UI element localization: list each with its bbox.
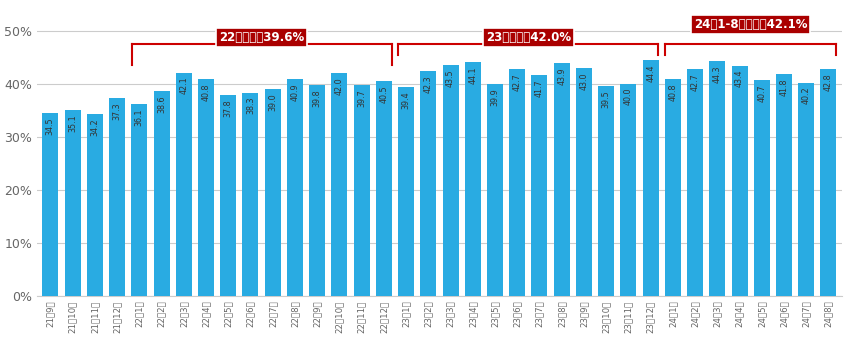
Text: 35.1: 35.1 — [68, 114, 77, 131]
Bar — [309, 85, 325, 296]
Text: 40.8: 40.8 — [668, 84, 678, 101]
Bar — [553, 63, 569, 296]
Bar — [799, 83, 814, 296]
Bar — [709, 61, 725, 296]
Bar — [131, 104, 147, 296]
Text: 37.3: 37.3 — [113, 102, 122, 120]
Bar — [198, 80, 214, 296]
Text: 43.0: 43.0 — [580, 72, 589, 90]
Bar — [487, 84, 503, 296]
Text: 40.7: 40.7 — [757, 84, 766, 102]
Text: 43.4: 43.4 — [735, 70, 744, 87]
Text: 38.3: 38.3 — [246, 97, 255, 115]
Text: 39.7: 39.7 — [357, 90, 366, 107]
Text: 42.1: 42.1 — [179, 77, 189, 94]
Text: 36.1: 36.1 — [135, 109, 144, 126]
Bar — [598, 86, 614, 296]
Bar — [376, 81, 392, 296]
Bar — [87, 115, 103, 296]
Text: 44.1: 44.1 — [469, 66, 477, 84]
Bar — [464, 62, 481, 296]
Bar — [64, 110, 80, 296]
Bar — [643, 60, 659, 296]
Bar — [354, 85, 370, 296]
Bar — [509, 69, 525, 296]
Bar — [243, 93, 259, 296]
Bar — [332, 73, 348, 296]
Bar — [754, 80, 770, 296]
Bar — [687, 69, 703, 296]
Bar — [287, 79, 303, 296]
Bar — [153, 91, 169, 296]
Text: 39.4: 39.4 — [402, 91, 410, 109]
Text: 44.3: 44.3 — [713, 65, 722, 83]
Text: 39.0: 39.0 — [268, 93, 277, 111]
Bar — [220, 95, 236, 296]
Text: 34.2: 34.2 — [91, 119, 99, 136]
Bar — [176, 72, 192, 296]
Bar — [665, 80, 681, 296]
Text: 43.5: 43.5 — [446, 69, 455, 87]
Text: 23年平均：42.0%: 23年平均：42.0% — [486, 31, 571, 44]
Text: 40.8: 40.8 — [201, 84, 211, 101]
Text: 40.0: 40.0 — [624, 88, 633, 105]
Text: 40.5: 40.5 — [379, 85, 388, 103]
Bar — [531, 75, 547, 296]
Text: 41.8: 41.8 — [779, 79, 788, 96]
Text: 37.8: 37.8 — [223, 100, 233, 117]
Bar — [821, 69, 837, 296]
Text: 42.3: 42.3 — [424, 76, 433, 93]
Text: 42.7: 42.7 — [513, 73, 522, 91]
Text: 38.6: 38.6 — [157, 95, 166, 113]
Bar — [398, 87, 414, 296]
Text: 39.8: 39.8 — [313, 89, 321, 106]
Bar — [42, 113, 58, 296]
Bar — [776, 74, 792, 296]
Text: 24年1-8月平均：42.1%: 24年1-8月平均：42.1% — [694, 18, 807, 31]
Bar — [109, 98, 125, 296]
Text: 42.0: 42.0 — [335, 77, 343, 95]
Text: 44.4: 44.4 — [646, 65, 655, 82]
Text: 40.2: 40.2 — [802, 87, 810, 104]
Bar — [420, 71, 437, 296]
Text: 39.9: 39.9 — [491, 88, 499, 106]
Text: 34.5: 34.5 — [46, 117, 55, 135]
Bar — [265, 89, 281, 296]
Bar — [732, 66, 748, 296]
Text: 22年平均：39.6%: 22年平均：39.6% — [219, 31, 305, 44]
Text: 40.9: 40.9 — [290, 83, 299, 101]
Text: 42.8: 42.8 — [824, 73, 833, 91]
Bar — [620, 84, 636, 296]
Text: 42.7: 42.7 — [690, 73, 700, 91]
Bar — [576, 68, 592, 296]
Text: 41.7: 41.7 — [535, 79, 544, 96]
Text: 43.9: 43.9 — [558, 67, 566, 85]
Bar — [442, 65, 459, 296]
Text: 39.5: 39.5 — [602, 91, 611, 108]
